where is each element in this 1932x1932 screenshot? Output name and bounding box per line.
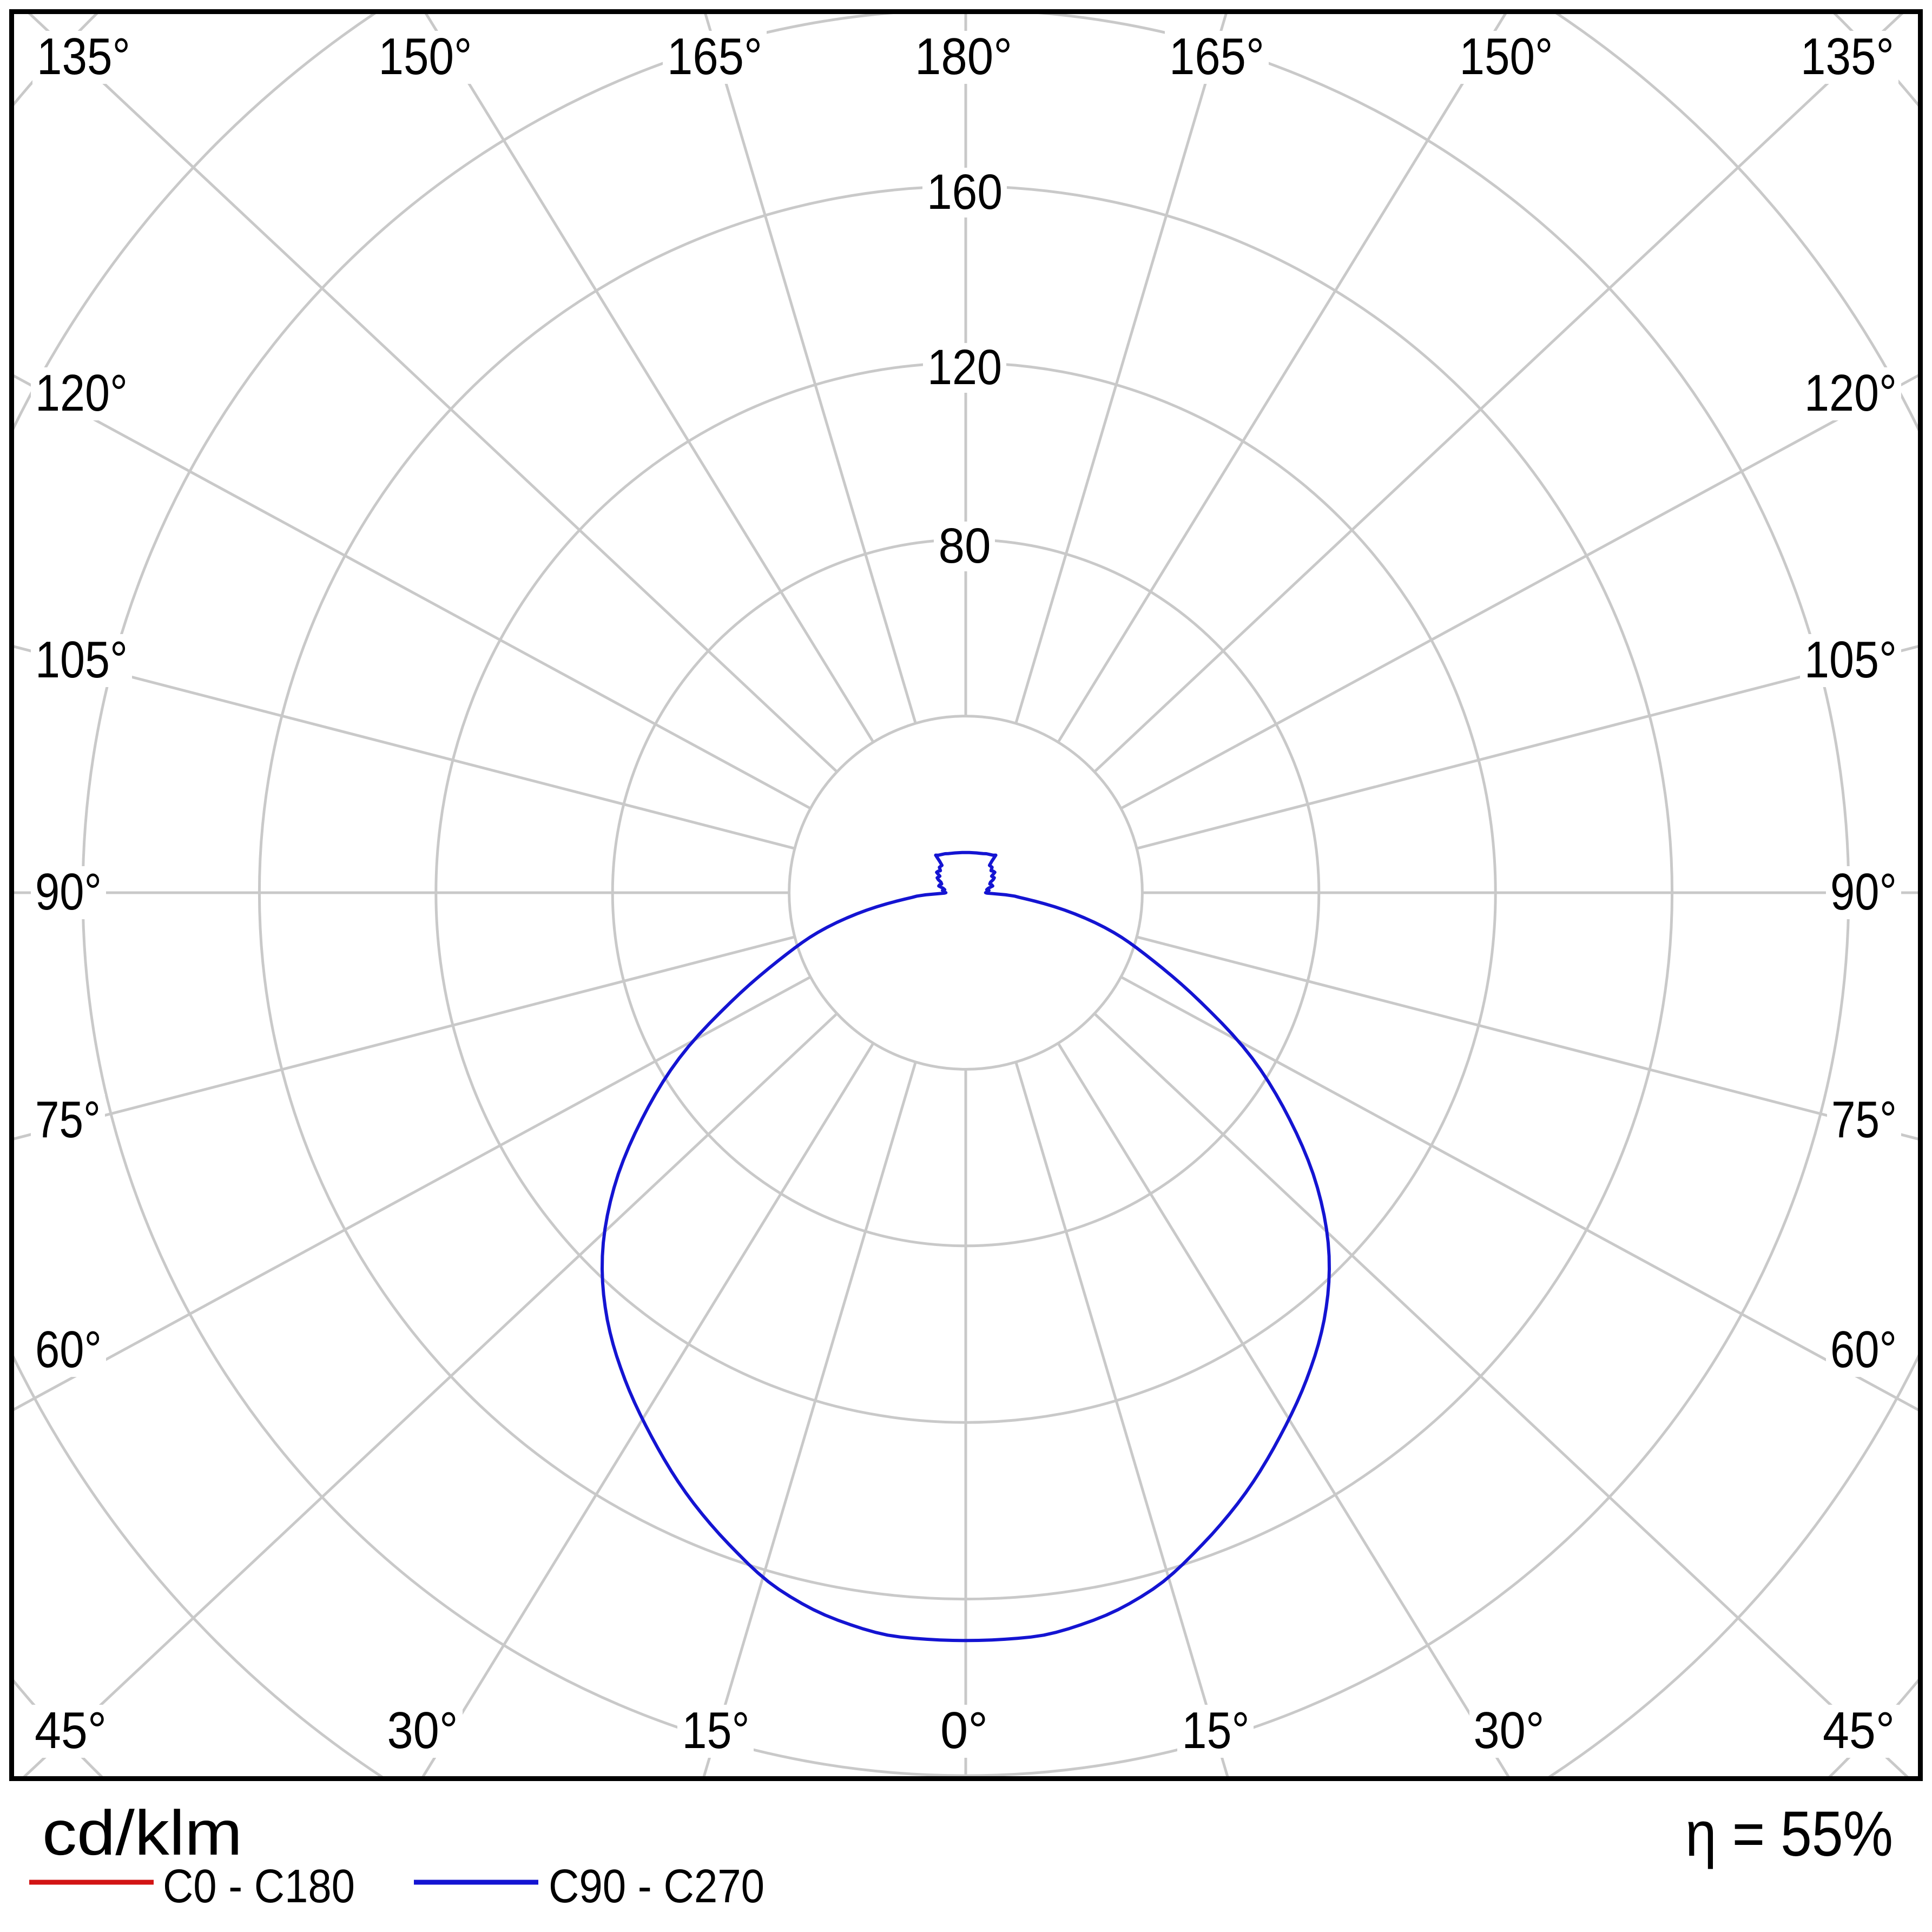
svg-text:135°: 135° (37, 28, 130, 85)
svg-text:75°: 75° (35, 1091, 101, 1149)
svg-text:160: 160 (927, 164, 1003, 220)
svg-text:105°: 105° (1804, 631, 1897, 689)
svg-text:180°: 180° (915, 28, 1012, 85)
svg-text:C90 - C270: C90 - C270 (549, 1860, 764, 1913)
svg-text:150°: 150° (1460, 28, 1553, 85)
svg-text:165°: 165° (1169, 28, 1264, 85)
svg-text:15°: 15° (1182, 1702, 1250, 1759)
svg-text:C0 - C180: C0 - C180 (163, 1860, 355, 1913)
svg-text:30°: 30° (387, 1702, 458, 1759)
svg-text:165°: 165° (667, 28, 762, 85)
svg-text:45°: 45° (35, 1702, 107, 1759)
svg-text:90°: 90° (1830, 863, 1897, 921)
svg-text:105°: 105° (35, 631, 128, 689)
svg-text:η = 55%: η = 55% (1685, 1798, 1893, 1870)
svg-text:60°: 60° (1830, 1321, 1897, 1379)
svg-text:45°: 45° (1823, 1702, 1895, 1759)
svg-text:75°: 75° (1831, 1091, 1897, 1149)
svg-text:90°: 90° (35, 863, 102, 921)
svg-text:120: 120 (927, 340, 1002, 395)
svg-text:cd/klm: cd/klm (42, 1797, 242, 1868)
svg-text:80: 80 (939, 518, 991, 573)
svg-text:15°: 15° (682, 1702, 750, 1759)
svg-text:120°: 120° (1804, 364, 1897, 422)
svg-text:120°: 120° (35, 364, 128, 422)
svg-text:0°: 0° (940, 1702, 988, 1759)
svg-text:60°: 60° (35, 1321, 102, 1379)
svg-text:150°: 150° (379, 28, 472, 85)
svg-text:135°: 135° (1801, 28, 1894, 85)
svg-text:30°: 30° (1474, 1702, 1545, 1759)
